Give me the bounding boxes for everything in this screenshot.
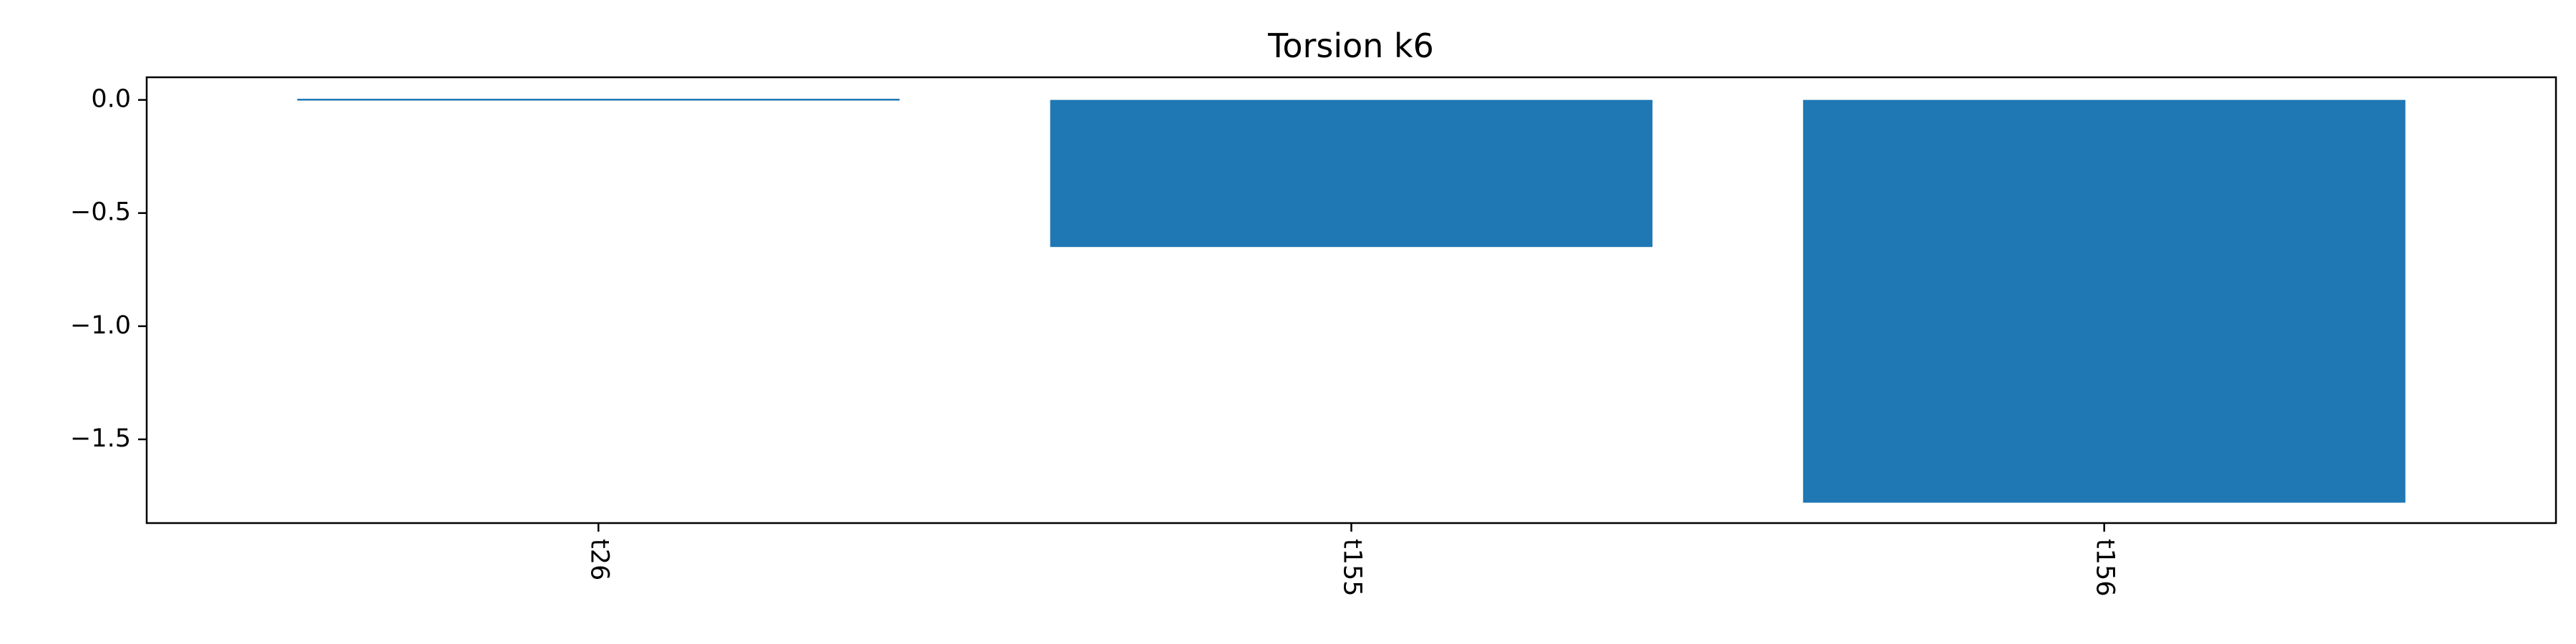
x-tick-label-t155: t155 bbox=[1338, 539, 1367, 597]
bars-group bbox=[297, 99, 2406, 503]
y-tick-label: 0.0 bbox=[91, 85, 131, 114]
bar-t26 bbox=[297, 99, 900, 101]
y-tick-label: −1.5 bbox=[70, 424, 131, 453]
y-tick-label: −1.0 bbox=[70, 311, 131, 340]
x-tick-label-t26: t26 bbox=[585, 539, 613, 580]
x-tick-label-t156: t156 bbox=[2091, 539, 2119, 597]
bar-t156 bbox=[1802, 99, 2406, 503]
x-axis: t26 t155 t156 bbox=[585, 523, 2119, 597]
plot-frame bbox=[145, 76, 2557, 525]
y-tick-label: −0.5 bbox=[70, 198, 131, 227]
bar-t155 bbox=[1050, 99, 1653, 248]
chart-title: Torsion k6 bbox=[1267, 26, 1434, 65]
y-axis: 0.0 −0.5 −1.0 −1.5 bbox=[70, 85, 147, 453]
